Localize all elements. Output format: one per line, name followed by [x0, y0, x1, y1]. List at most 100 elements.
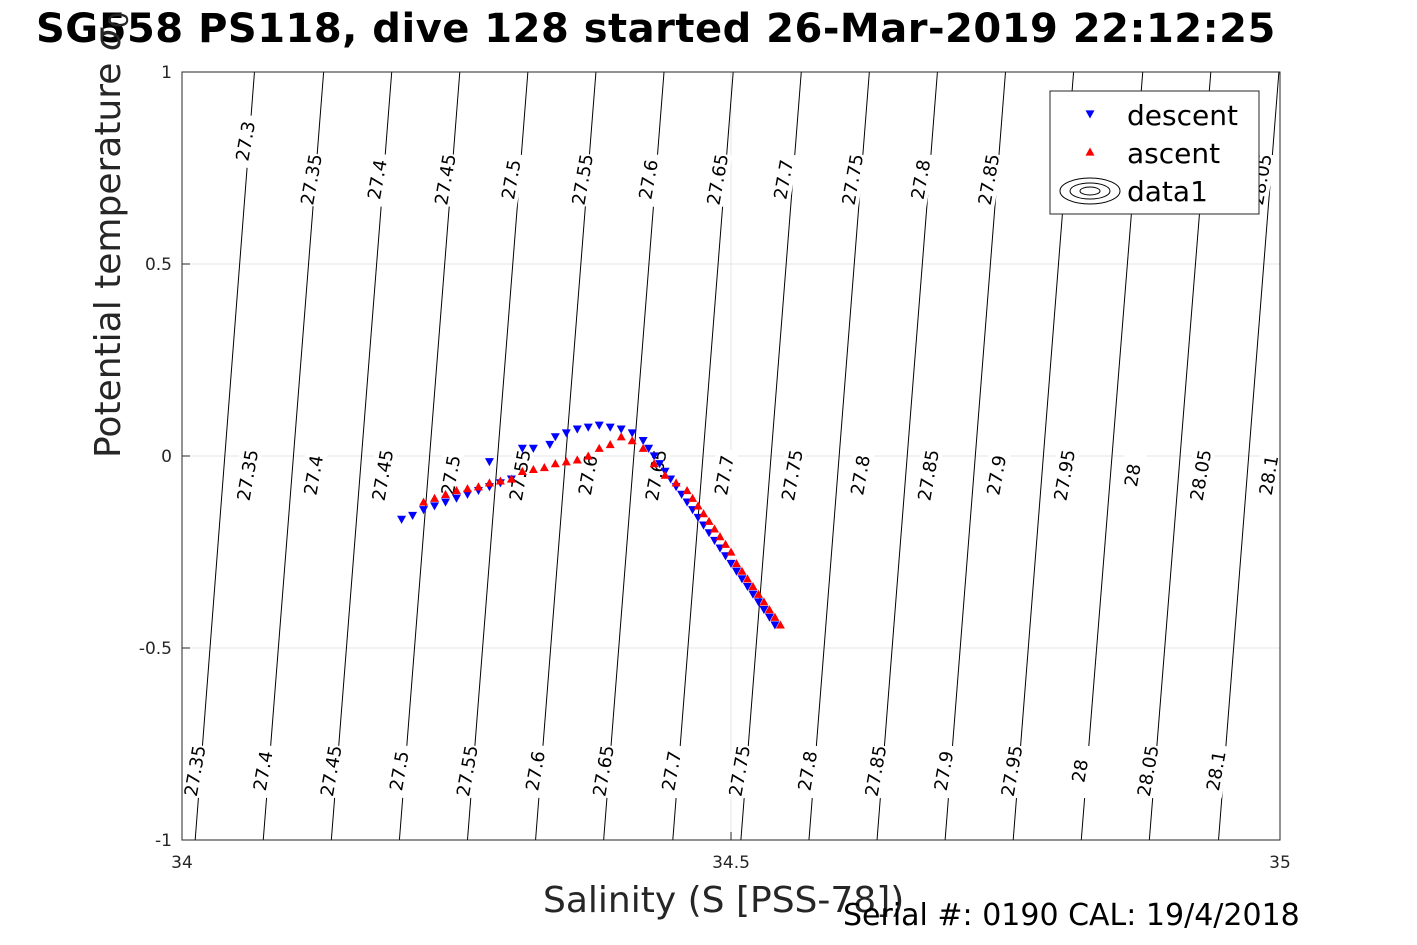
- descent-point: [517, 444, 527, 453]
- ascent-point: [688, 493, 698, 502]
- descent-point: [452, 494, 461, 503]
- contour-label: 28.1: [1199, 743, 1231, 799]
- ascent-point: [441, 489, 451, 498]
- descent-point: [419, 506, 429, 515]
- contour-label: 27.75: [836, 151, 869, 207]
- x-ticks: 34 34.5 35: [171, 832, 1291, 873]
- ascent-point: [764, 605, 774, 614]
- descent-point: [484, 458, 494, 467]
- descent-point: [726, 559, 736, 569]
- contour-label: 27.35: [178, 743, 211, 799]
- contour-label-bg: [723, 743, 755, 799]
- contour-line: [194, 71, 255, 841]
- descent-point: [655, 460, 665, 469]
- descent-point: [545, 440, 555, 449]
- contour-label: 27.85: [859, 743, 891, 799]
- y-tick-label: -0.5: [139, 639, 172, 659]
- contour-label: 27.55: [566, 151, 598, 207]
- descent-point: [572, 425, 582, 434]
- contour-label: 27.3: [229, 113, 261, 169]
- ascent-point: [616, 432, 626, 441]
- ascent-point: [484, 478, 494, 487]
- ascent-point: [649, 459, 659, 468]
- contour-label-text: 27.95: [998, 744, 1028, 798]
- contour-label-bg: [980, 447, 1012, 503]
- contour-label-text: 27.75: [725, 744, 755, 798]
- descent-point: [462, 490, 472, 499]
- legend-contour-icon: [1069, 182, 1111, 200]
- y-tick-label: 0: [161, 447, 172, 467]
- ascent-point: [430, 493, 440, 502]
- descent-point: [430, 502, 440, 511]
- contour-label-bg: [1199, 743, 1231, 799]
- legend-contour-icon: [1079, 186, 1101, 196]
- contour-label-bg: [1116, 447, 1148, 503]
- ascent-point: [775, 620, 785, 629]
- legend: descent ascent data1: [1049, 90, 1260, 215]
- ascent-point: [561, 457, 571, 466]
- ascent-point: [583, 451, 593, 460]
- contour-label: 27.85: [972, 151, 1004, 207]
- contour-label: 27.75: [723, 743, 755, 799]
- contour-label-text: 27.55: [568, 152, 598, 206]
- ascent-point: [693, 501, 703, 510]
- contour-label: 27.45: [314, 743, 347, 799]
- contour-label-bg: [844, 447, 875, 503]
- contour-label: 27.95: [995, 743, 1028, 799]
- ascent-point: [473, 482, 483, 491]
- contour-label-bg: [231, 447, 263, 503]
- ascent-point: [495, 476, 505, 485]
- legend-descent-marker: [1085, 110, 1095, 119]
- contour-label-bg: [451, 743, 482, 799]
- descent-point: [408, 511, 418, 521]
- contour-label: 28: [1063, 743, 1095, 799]
- descent-point: [397, 515, 407, 524]
- contour-label-text: 28: [1068, 758, 1093, 784]
- contour-label-text: 27.65: [704, 152, 734, 206]
- contour-label-text: 27.35: [181, 744, 211, 798]
- contour-label-text: 28: [1121, 462, 1146, 488]
- contour-label-text: 28.05: [1134, 744, 1164, 798]
- contour-label-bg: [246, 743, 278, 799]
- contour-label-bg: [366, 447, 398, 503]
- ascent-point: [770, 612, 780, 621]
- contour-line: [740, 71, 802, 841]
- contour-label: 27.4: [361, 151, 392, 207]
- legend-contour-icon: [1059, 177, 1121, 205]
- ascent-point: [737, 566, 747, 575]
- y-axis-label: Potential temperature σ0 (°C): [88, 0, 135, 458]
- contour-label: 27.9: [927, 743, 959, 799]
- contour-label: 27.5: [495, 151, 526, 207]
- ascent-point: [419, 497, 429, 506]
- ascent-point: [753, 589, 763, 598]
- ascent-point: [671, 478, 681, 487]
- legend-box: [1049, 90, 1260, 215]
- ascent-point: [699, 509, 709, 518]
- contour-label: 27.5: [383, 743, 414, 799]
- contour-label-bg: [708, 447, 739, 503]
- contour-label-bg: [297, 447, 329, 503]
- ascent-point: [638, 443, 648, 452]
- contour-label: 27.35: [295, 151, 327, 207]
- contour-label: 28: [1116, 447, 1148, 503]
- contour-label-text: 27.75: [839, 152, 869, 206]
- ascent-point: [742, 574, 752, 583]
- contour-labels: 27.3 27.35 27.4 27.45 27.5 27.55 27.6 27.65 27.7…: [178, 113, 1284, 799]
- ascent-point: [710, 524, 720, 533]
- descent-point: [649, 452, 659, 461]
- ascent-point: [715, 532, 725, 541]
- contour-label: 27.85: [912, 447, 944, 503]
- contour-label: 27.6: [632, 151, 664, 207]
- contour-label: 27.7: [655, 743, 687, 799]
- contour-label-bg: [632, 151, 664, 207]
- contour-label-bg: [995, 743, 1027, 799]
- contour-label: 27.4: [246, 743, 278, 799]
- descent-point: [742, 582, 752, 592]
- ascent-point: [506, 474, 516, 483]
- contour-label-bg: [178, 743, 210, 799]
- contour-label-bg: [1131, 743, 1163, 799]
- contour-label-bg: [927, 743, 959, 799]
- contour-label-bg: [791, 743, 823, 799]
- contour-label: 27.8: [904, 151, 936, 207]
